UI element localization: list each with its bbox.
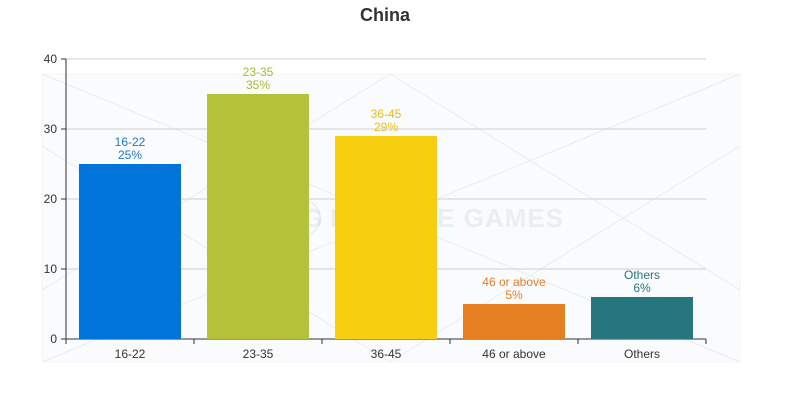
data-label: 23-35 bbox=[243, 65, 274, 79]
y-tick-label: 30 bbox=[44, 122, 58, 136]
data-label: 25% bbox=[118, 148, 142, 162]
data-label: 29% bbox=[374, 120, 398, 134]
x-tick-label: 46 or above bbox=[482, 347, 546, 361]
x-tick-label: 23-35 bbox=[243, 347, 274, 361]
bar bbox=[463, 304, 565, 339]
x-tick-label: 36-45 bbox=[371, 347, 402, 361]
x-tick-label: Others bbox=[624, 347, 660, 361]
chart-title: China bbox=[360, 5, 411, 25]
bar bbox=[591, 297, 693, 339]
data-label: 5% bbox=[505, 288, 523, 302]
data-label: 35% bbox=[246, 78, 270, 92]
bars bbox=[79, 94, 693, 339]
bar bbox=[79, 164, 181, 339]
data-label: 36-45 bbox=[371, 107, 402, 121]
y-tick-label: 40 bbox=[44, 52, 58, 66]
bar bbox=[335, 136, 437, 339]
y-tick-label: 10 bbox=[44, 262, 58, 276]
bar bbox=[207, 94, 309, 339]
y-tick-label: 0 bbox=[50, 332, 57, 346]
y-tick-label: 20 bbox=[44, 192, 58, 206]
x-tick-label: 16-22 bbox=[115, 347, 146, 361]
data-label: 46 or above bbox=[482, 275, 546, 289]
data-label: 16-22 bbox=[115, 135, 146, 149]
data-label: Others bbox=[624, 268, 660, 282]
data-label: 6% bbox=[633, 281, 651, 295]
